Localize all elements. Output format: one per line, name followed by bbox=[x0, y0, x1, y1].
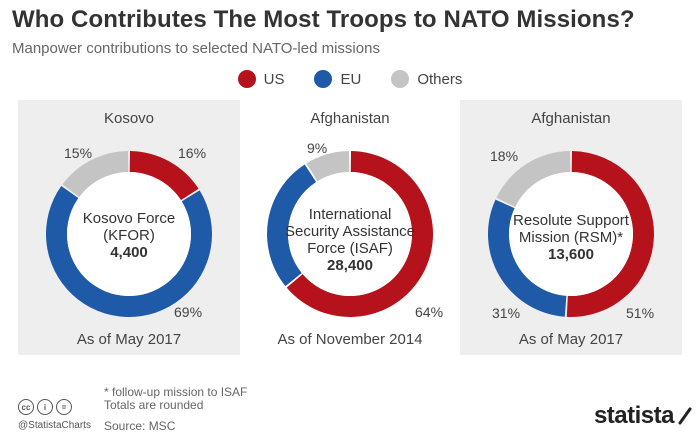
pct-label-eu: 69% bbox=[174, 304, 203, 320]
footnote: * follow-up mission to ISAF Totals are r… bbox=[104, 386, 247, 412]
statista-logo-mark-icon bbox=[678, 407, 692, 425]
legend-swatch-us bbox=[237, 70, 256, 88]
center-label-line: Security Assistance bbox=[284, 223, 416, 240]
donut-chart-rsm bbox=[488, 151, 654, 317]
center-label: International Security Assistance Force … bbox=[239, 206, 461, 274]
center-label-line: Resolute Support bbox=[513, 212, 629, 229]
center-value: 28,400 bbox=[327, 257, 373, 274]
center-value: 4,400 bbox=[110, 244, 148, 261]
legend-item-eu: EU bbox=[314, 70, 361, 88]
donut-segment-us bbox=[286, 151, 433, 317]
social-handle: @StatistaCharts bbox=[18, 420, 91, 431]
panel-title: Kosovo bbox=[103, 110, 155, 127]
center-label-line: Force (ISAF) bbox=[307, 240, 393, 257]
donut-hole bbox=[288, 172, 412, 296]
pct-label-others: 9% bbox=[307, 140, 328, 156]
panel-title: Afghanistan bbox=[531, 110, 611, 127]
center-value: 13,600 bbox=[548, 246, 594, 263]
center-label: Resolute Support Mission (RSM)* 13,600 bbox=[460, 212, 682, 263]
center-label-line: Mission (RSM)* bbox=[518, 229, 624, 246]
donut-segment-us bbox=[566, 151, 654, 317]
statista-logo: statista bbox=[593, 402, 675, 429]
source-note: Source: MSC bbox=[104, 419, 176, 433]
panel-date: As of November 2014 bbox=[277, 331, 423, 348]
donut-chart-isaf bbox=[267, 151, 433, 317]
legend-label-eu: EU bbox=[340, 70, 362, 88]
panel-date: As of May 2017 bbox=[76, 331, 182, 348]
footnote-line: Totals are rounded bbox=[104, 398, 204, 412]
legend-label-others: Others bbox=[417, 70, 463, 88]
creative-commons-icon: cc bbox=[18, 399, 34, 415]
donut-segment-others bbox=[62, 151, 129, 197]
pct-label-others: 18% bbox=[490, 148, 519, 164]
legend-item-others: Others bbox=[391, 70, 462, 88]
donut-hole bbox=[509, 172, 633, 296]
donut-segment-eu bbox=[45, 186, 213, 317]
pct-label-us: 51% bbox=[626, 305, 655, 321]
chart-panel-rsm: Afghanistan Resolute Support Mission (RS… bbox=[460, 100, 682, 355]
no-derivatives-icon: = bbox=[56, 399, 72, 415]
donut-segment-us bbox=[129, 151, 199, 201]
attribution-icon: i bbox=[37, 399, 53, 415]
chart-subtitle: Manpower contributions to selected NATO-… bbox=[12, 40, 380, 57]
pct-label-eu: 31% bbox=[492, 305, 521, 321]
legend-label-us: US bbox=[263, 70, 285, 88]
center-label-line: (KFOR) bbox=[103, 227, 155, 244]
panel-date: As of May 2017 bbox=[518, 331, 624, 348]
legend-item-us: US bbox=[237, 70, 285, 88]
legend-swatch-others bbox=[391, 70, 410, 88]
donut-segment-others bbox=[496, 151, 571, 207]
footnote-line: * follow-up mission to ISAF bbox=[104, 385, 248, 399]
pct-label-others: 15% bbox=[64, 145, 93, 161]
donut-segment-others bbox=[306, 151, 350, 182]
donut-segment-eu bbox=[488, 199, 567, 317]
pct-label-us: 16% bbox=[178, 145, 207, 161]
chart-panel-isaf: Afghanistan International Security Assis… bbox=[239, 100, 461, 355]
donut-hole bbox=[67, 172, 191, 296]
license-icons: cc i = bbox=[18, 399, 72, 415]
donut-segment-eu bbox=[267, 164, 317, 287]
pct-label-us: 64% bbox=[415, 304, 444, 320]
chart-panel-kfor: Kosovo Kosovo Force (KFOR) 4,400 16% 69%… bbox=[18, 100, 240, 355]
legend: US EU Others bbox=[0, 70, 700, 88]
chart-title: Who Contributes The Most Troops to NATO … bbox=[12, 6, 635, 33]
center-label-line: Kosovo Force bbox=[82, 210, 176, 227]
panel-title: Afghanistan bbox=[310, 110, 390, 127]
legend-swatch-eu bbox=[314, 70, 333, 88]
center-label-line: International bbox=[308, 206, 392, 223]
donut-chart-kfor bbox=[45, 151, 213, 317]
center-label: Kosovo Force (KFOR) 4,400 bbox=[18, 210, 240, 261]
